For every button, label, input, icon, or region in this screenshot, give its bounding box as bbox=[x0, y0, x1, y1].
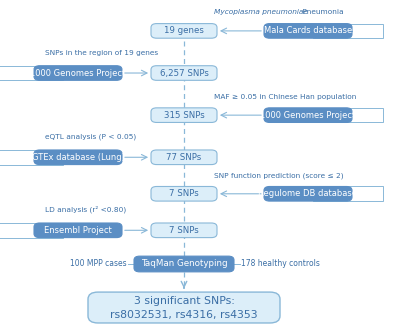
Text: 1000 Genomes Project: 1000 Genomes Project bbox=[260, 111, 356, 120]
Text: 1000 Genomes Project: 1000 Genomes Project bbox=[30, 69, 126, 78]
FancyBboxPatch shape bbox=[151, 108, 217, 122]
FancyBboxPatch shape bbox=[151, 186, 217, 201]
FancyBboxPatch shape bbox=[151, 150, 217, 165]
FancyBboxPatch shape bbox=[151, 223, 217, 238]
Text: TaqMan Genotyping: TaqMan Genotyping bbox=[141, 259, 227, 269]
FancyBboxPatch shape bbox=[151, 23, 217, 38]
Text: eQTL analysis (P < 0.05): eQTL analysis (P < 0.05) bbox=[45, 134, 136, 141]
Text: Mala Cards database: Mala Cards database bbox=[264, 26, 352, 35]
FancyBboxPatch shape bbox=[134, 256, 234, 272]
FancyBboxPatch shape bbox=[34, 223, 122, 238]
Text: 6,257 SNPs: 6,257 SNPs bbox=[160, 69, 208, 78]
Text: 7 SNPs: 7 SNPs bbox=[169, 226, 199, 235]
Text: SNPs in the region of 19 genes: SNPs in the region of 19 genes bbox=[45, 50, 158, 56]
FancyBboxPatch shape bbox=[88, 292, 280, 323]
FancyBboxPatch shape bbox=[34, 150, 122, 165]
Text: Ensembl Project: Ensembl Project bbox=[44, 226, 112, 235]
Text: 7 SNPs: 7 SNPs bbox=[169, 189, 199, 198]
Text: SNP function prediction (score ≤ 2): SNP function prediction (score ≤ 2) bbox=[214, 172, 344, 179]
Text: 77 SNPs: 77 SNPs bbox=[166, 153, 202, 162]
Text: Pneumonia: Pneumonia bbox=[300, 10, 344, 16]
FancyBboxPatch shape bbox=[264, 108, 352, 122]
Text: 178 healthy controls: 178 healthy controls bbox=[241, 259, 320, 269]
Text: MAF ≥ 0.05 in Chinese Han population: MAF ≥ 0.05 in Chinese Han population bbox=[214, 94, 356, 100]
FancyBboxPatch shape bbox=[264, 23, 352, 38]
FancyBboxPatch shape bbox=[34, 66, 122, 80]
FancyBboxPatch shape bbox=[151, 66, 217, 80]
FancyBboxPatch shape bbox=[264, 186, 352, 201]
Text: GTEx database (Lung): GTEx database (Lung) bbox=[32, 153, 124, 162]
Text: 100 MPP cases: 100 MPP cases bbox=[70, 259, 127, 269]
Text: Mycoplasma pneumoniae: Mycoplasma pneumoniae bbox=[214, 10, 308, 16]
Text: 3 significant SNPs:
rs8032531, rs4316, rs4353: 3 significant SNPs: rs8032531, rs4316, r… bbox=[110, 296, 258, 319]
Text: 315 SNPs: 315 SNPs bbox=[164, 111, 204, 120]
Text: 19 genes: 19 genes bbox=[164, 26, 204, 35]
Text: Regulome DB database: Regulome DB database bbox=[258, 189, 358, 198]
Text: LD analysis (r² <0.80): LD analysis (r² <0.80) bbox=[45, 206, 126, 214]
